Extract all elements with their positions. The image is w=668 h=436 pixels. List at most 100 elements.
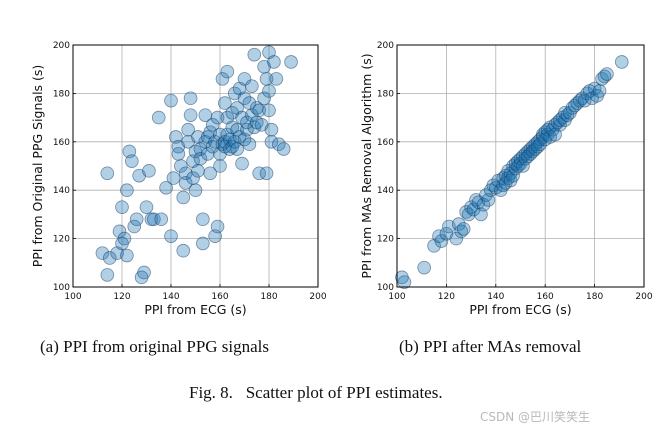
- data-point: [196, 236, 210, 251]
- data-point: [434, 234, 449, 248]
- data-point: [188, 183, 203, 198]
- data-point: [171, 139, 186, 154]
- caption-b: (b) PPI after MAs removal: [399, 337, 582, 356]
- data-point: [523, 142, 538, 156]
- data-point: [565, 101, 580, 115]
- data-point: [227, 86, 242, 101]
- data-point: [213, 159, 227, 173]
- data-point: [530, 135, 545, 149]
- data-point: [137, 265, 151, 280]
- data-point: [154, 212, 169, 227]
- data-point: [220, 64, 235, 79]
- data-point: [454, 224, 469, 239]
- x-axis-label: PPI from ECG (s): [144, 302, 246, 317]
- y-tick-label: 140: [377, 186, 394, 196]
- data-point: [568, 98, 582, 113]
- data-point: [127, 219, 142, 234]
- data-point: [456, 222, 471, 236]
- data-point: [115, 200, 129, 214]
- data-point: [449, 231, 464, 246]
- data-point: [183, 108, 198, 122]
- data-point: [550, 115, 565, 130]
- data-point: [461, 207, 476, 222]
- data-point: [516, 149, 530, 164]
- x-tick-label: 200: [635, 292, 652, 302]
- data-point: [259, 166, 274, 181]
- data-point: [132, 168, 146, 183]
- data-point: [215, 72, 230, 86]
- data-point: [540, 127, 555, 142]
- data-point: [469, 193, 483, 207]
- data-point: [284, 55, 298, 69]
- data-point: [264, 122, 279, 137]
- y-tick-label: 120: [53, 235, 70, 245]
- figure-caption: Fig. 8. Scatter plot of PPI estimates.: [189, 383, 443, 403]
- x-tick-label: 160: [537, 292, 554, 302]
- data-point: [235, 156, 249, 171]
- data-point: [100, 166, 115, 181]
- x-tick-label: 120: [113, 292, 130, 302]
- data-point: [240, 115, 254, 130]
- data-point: [417, 260, 431, 275]
- x-tick-label: 100: [388, 292, 405, 302]
- data-point: [223, 142, 237, 156]
- data-point: [592, 84, 607, 98]
- data-point: [100, 268, 115, 282]
- x-tick-label: 140: [162, 292, 179, 302]
- y-axis-label: PPI from MAs Removal Algorithm (s): [359, 53, 374, 278]
- data-point: [262, 84, 276, 98]
- data-point: [540, 122, 555, 137]
- y-tick-label: 200: [53, 41, 70, 51]
- data-point: [191, 164, 205, 178]
- data-point: [237, 91, 252, 106]
- data-point: [176, 243, 191, 258]
- data-point: [526, 139, 540, 154]
- data-point: [553, 113, 567, 127]
- scatter-plot-b: 100 120 140 160 180 200100120140160180200PPI …: [359, 41, 653, 317]
- data-point: [597, 69, 612, 84]
- data-point: [208, 135, 222, 149]
- data-point: [166, 171, 181, 185]
- caption-a: (a) PPI from original PPG signals: [40, 337, 270, 356]
- data-point: [230, 122, 244, 137]
- figure-text: Scatter plot of PPI estimates.: [245, 383, 443, 402]
- y-tick-label: 100: [53, 283, 70, 293]
- data-point: [264, 135, 279, 149]
- y-tick-label: 180: [377, 89, 394, 99]
- data-point: [129, 212, 144, 227]
- figure-label: Fig. 8.: [189, 383, 233, 402]
- scatter-plot-a: 100 120 140 160 180 200 100 120 140 160 180 200 PPI …: [30, 41, 327, 317]
- x-tick-label: 180: [260, 292, 277, 302]
- data-point: [120, 183, 134, 198]
- data-point: [560, 108, 575, 122]
- data-point: [521, 144, 535, 159]
- data-point: [237, 72, 252, 86]
- data-point: [102, 251, 117, 265]
- data-point: [439, 226, 454, 241]
- data-point: [95, 246, 110, 260]
- data-point: [558, 105, 572, 120]
- data-point: [242, 137, 257, 152]
- data-point: [171, 147, 186, 161]
- data-point: [159, 180, 173, 195]
- data-point: [252, 103, 267, 118]
- data-point: [151, 110, 166, 125]
- data-point: [225, 105, 240, 120]
- x-tick-label: 160: [211, 292, 228, 302]
- data-point: [147, 212, 161, 227]
- watermark: CSDN @巴川笑笑生: [480, 410, 591, 424]
- data-point: [513, 151, 528, 166]
- data-point: [125, 154, 139, 168]
- y-tick-label: 140: [53, 186, 70, 196]
- plot-frame: [72, 44, 319, 288]
- x-tick-label: 200: [309, 292, 326, 302]
- data-point: [247, 47, 262, 62]
- data-point: [183, 91, 198, 106]
- data-point: [267, 55, 281, 69]
- y-tick-label: 160: [53, 138, 70, 148]
- data-point: [178, 176, 193, 190]
- data-point: [451, 217, 466, 231]
- data-point: [240, 122, 254, 137]
- data-point: [193, 151, 208, 166]
- data-point: [164, 93, 178, 108]
